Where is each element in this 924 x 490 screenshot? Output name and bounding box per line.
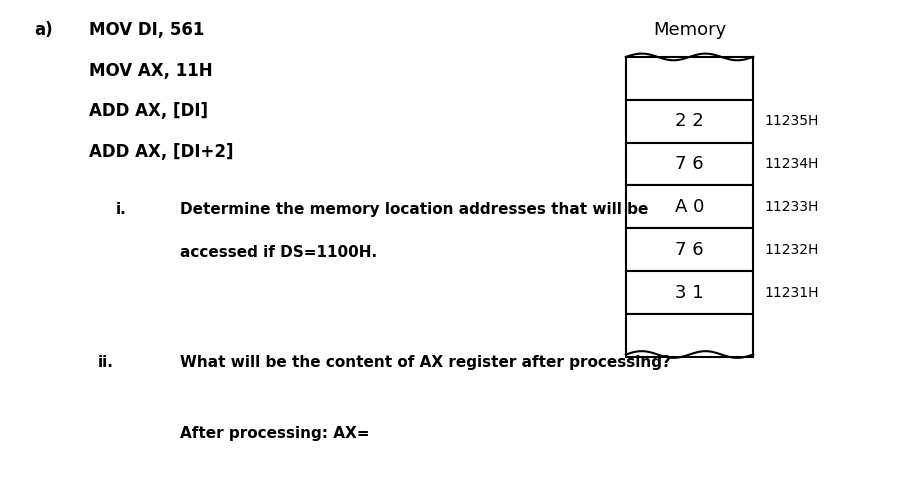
Text: Determine the memory location addresses that will be: Determine the memory location addresses … bbox=[180, 202, 649, 217]
Text: A 0: A 0 bbox=[675, 198, 704, 216]
Bar bbox=[626, 228, 753, 271]
Text: accessed if DS=1100H.: accessed if DS=1100H. bbox=[180, 245, 377, 260]
Text: MOV AX, 11H: MOV AX, 11H bbox=[89, 62, 213, 80]
Text: 11235H: 11235H bbox=[764, 114, 819, 128]
Bar bbox=[626, 271, 753, 314]
Text: 7 6: 7 6 bbox=[675, 155, 704, 173]
Text: ADD AX, [DI]: ADD AX, [DI] bbox=[89, 102, 208, 120]
Bar bbox=[626, 100, 753, 143]
Text: 3 1: 3 1 bbox=[675, 284, 704, 302]
Text: ADD AX, [DI+2]: ADD AX, [DI+2] bbox=[89, 143, 234, 161]
Bar bbox=[626, 57, 753, 100]
Text: 11232H: 11232H bbox=[764, 243, 819, 257]
Text: i.: i. bbox=[116, 202, 127, 217]
Text: What will be the content of AX register after processing?: What will be the content of AX register … bbox=[180, 354, 671, 369]
Text: After processing: AX=: After processing: AX= bbox=[180, 426, 370, 441]
Bar bbox=[626, 143, 753, 186]
Text: 2 2: 2 2 bbox=[675, 112, 704, 130]
Text: ii.: ii. bbox=[98, 354, 114, 369]
Text: Memory: Memory bbox=[653, 21, 726, 39]
Text: 11231H: 11231H bbox=[764, 286, 819, 299]
Bar bbox=[626, 314, 753, 357]
Text: 7 6: 7 6 bbox=[675, 241, 704, 259]
Bar bbox=[626, 186, 753, 228]
Text: 11233H: 11233H bbox=[764, 200, 819, 214]
Text: MOV DI, 561: MOV DI, 561 bbox=[89, 21, 204, 39]
Text: 11234H: 11234H bbox=[764, 157, 819, 171]
Text: a): a) bbox=[34, 21, 53, 39]
